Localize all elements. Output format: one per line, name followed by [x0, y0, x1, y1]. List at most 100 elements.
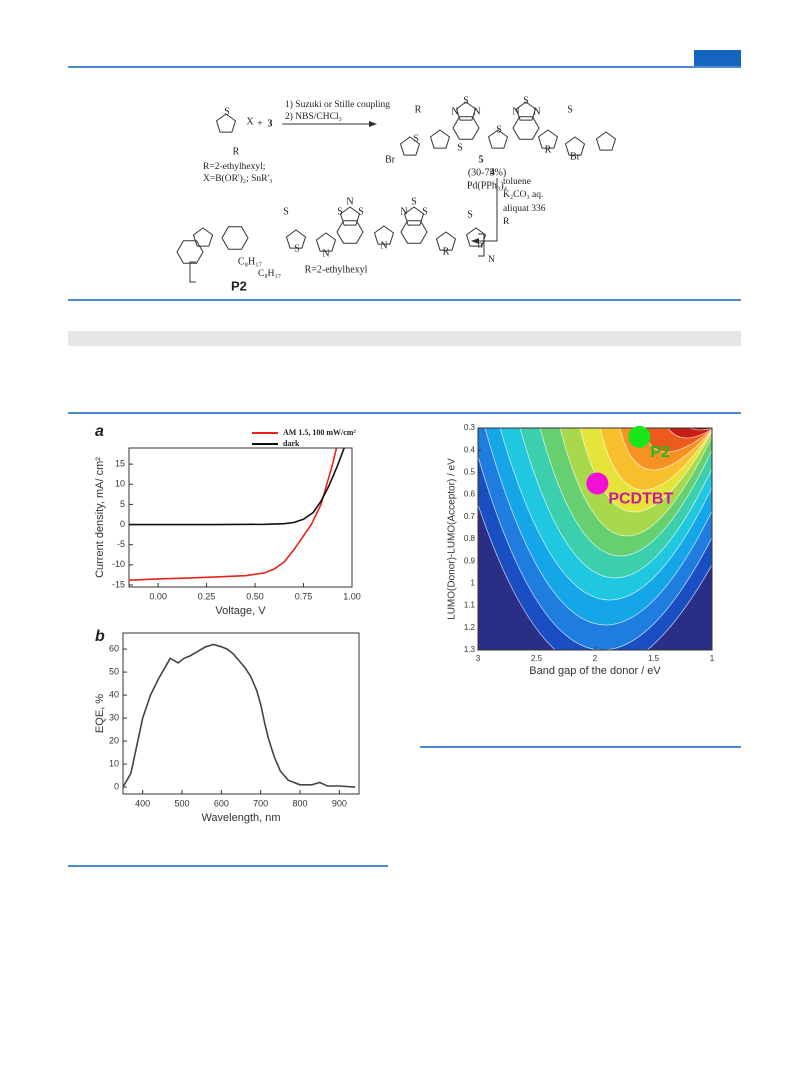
scheme-label: (30-75%)	[468, 167, 506, 178]
plot-frame	[122, 632, 360, 795]
ring	[537, 129, 559, 149]
scheme-label: S	[467, 209, 473, 220]
y-tick-label: 0.8	[464, 534, 476, 543]
y-tick-label: -10	[112, 559, 125, 569]
ring	[315, 232, 337, 252]
y-tick-label: 1.2	[464, 623, 476, 632]
x-tick-label: 3	[476, 654, 481, 663]
x-tick-label: 900	[332, 798, 347, 808]
ring	[400, 220, 428, 244]
scheme-label: 5	[479, 154, 484, 165]
y-axis-label: Current density, mA/ cm²	[94, 457, 106, 578]
x-tick-label: 0.00	[149, 591, 167, 601]
ring	[176, 240, 204, 264]
ring	[285, 229, 307, 249]
polymer-brackets	[189, 233, 485, 283]
point	[628, 425, 651, 448]
scheme-label: R=2-ethylhexyl	[305, 264, 368, 275]
scheme-label: N	[322, 248, 329, 259]
ring	[465, 227, 487, 247]
ring	[192, 227, 214, 247]
scheme-label: N	[380, 240, 387, 251]
caption-bar	[68, 331, 741, 346]
scheme-label: S	[422, 206, 428, 217]
scheme-label: S	[294, 243, 300, 254]
contour-band	[667, 428, 712, 439]
ring	[595, 131, 617, 151]
scheme-label: N	[488, 255, 495, 265]
y-tick-label: 30	[109, 712, 119, 722]
scheme-label: C₈H₁₇	[258, 269, 281, 279]
y-tick-label: 0.7	[464, 512, 476, 521]
scheme-label: Pd(PPh₃)₄	[467, 180, 508, 191]
x-tick-label: 700	[253, 798, 268, 808]
y-axis-label: LUMO(Donor)-LUMO(Acceptor) / eV	[447, 458, 458, 620]
scheme-label: S	[523, 95, 529, 106]
ring	[455, 101, 477, 121]
scheme-label: R	[415, 104, 422, 115]
scheme-label: S	[358, 206, 364, 217]
ring	[487, 129, 509, 149]
scheme-label: R	[443, 246, 450, 257]
scheme-label: R	[545, 144, 552, 155]
ring	[515, 101, 537, 121]
scheme-label: N	[400, 206, 407, 217]
y-tick-label: 5	[120, 499, 125, 509]
ring	[403, 206, 425, 226]
y-tick-label: 10	[115, 479, 125, 489]
y-tick-label: 0	[114, 781, 119, 791]
scheme-label: S	[283, 206, 289, 217]
x-axis-label: Wavelength, nm	[201, 812, 280, 824]
x-tick-label: 2	[593, 654, 598, 663]
scheme-label: N	[473, 106, 480, 117]
ring	[452, 116, 480, 140]
x-tick-label: 0.50	[246, 591, 264, 601]
contour-field	[478, 428, 712, 650]
y-tick-label: -5	[117, 539, 125, 549]
y-tick-label: 1.1	[464, 601, 476, 610]
ring	[373, 225, 395, 245]
y-axis-label: EQE, %	[94, 694, 106, 733]
scheme-label: S	[411, 196, 417, 207]
data-line	[128, 447, 338, 581]
y-tick-label: 60	[109, 643, 119, 653]
ring	[221, 226, 249, 250]
scheme-label: X	[246, 116, 254, 127]
scheme-label: 4	[490, 168, 495, 178]
scheme-label: aliquat 336	[503, 204, 546, 214]
point-label: P2	[650, 444, 670, 461]
y-tick-label: 0.3	[464, 423, 476, 432]
data-line	[122, 643, 356, 788]
scheme-label: S	[413, 133, 419, 144]
legend-label: AM 1.5, 100 mW/cm²	[283, 428, 356, 437]
x-axis-label: Band gap of the donor / eV	[529, 665, 661, 677]
x-axis-label: Voltage, V	[215, 605, 266, 617]
y-tick-label: 1.3	[464, 645, 476, 654]
y-tick-label: 1	[471, 579, 476, 588]
ring	[512, 116, 540, 140]
ring	[435, 231, 457, 251]
panel-label: a	[95, 423, 104, 440]
header-tab	[694, 50, 741, 66]
scheme-label: 2) NBS/CHCl₃	[285, 111, 342, 122]
x-tick-label: 400	[135, 798, 150, 808]
scheme-label: S	[567, 104, 573, 115]
scheme-label: N	[451, 106, 458, 117]
scheme-label: 1) Suzuki or Stille coupling	[285, 99, 390, 110]
y-tick-label: 0	[120, 519, 125, 529]
scheme-label: K₂CO₃ aq.	[503, 190, 543, 200]
x-tick-label: 1.00	[343, 591, 361, 601]
reaction-arrow	[471, 178, 498, 244]
point	[586, 472, 609, 495]
scheme-label: X=B(OR')₂; SnR'₃	[203, 173, 273, 184]
scheme-label: S	[496, 124, 502, 135]
scheme-label: N	[512, 106, 519, 117]
x-tick-label: 800	[292, 798, 307, 808]
scheme-label: Br	[385, 154, 396, 165]
x-tick-label: 2.5	[531, 654, 543, 663]
scheme-label: S	[224, 106, 230, 117]
scheme-label: P2	[231, 278, 247, 293]
scheme-label: +	[257, 118, 263, 129]
